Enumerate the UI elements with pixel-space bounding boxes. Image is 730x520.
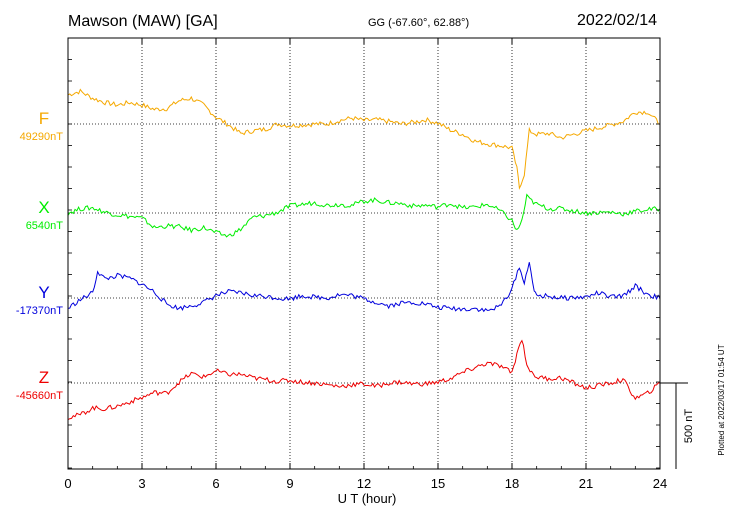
series-name-z: Z <box>39 368 49 387</box>
x-tick-label: 3 <box>138 476 145 491</box>
x-tick-label: 21 <box>579 476 593 491</box>
x-tick-label: 9 <box>286 476 293 491</box>
scale-bar-label: 500 nT <box>683 409 695 444</box>
series-line-z <box>67 339 660 421</box>
series-baseline-y: -17370nT <box>16 305 63 317</box>
grid-lines <box>68 38 660 469</box>
x-tick-label: 24 <box>653 476 667 491</box>
x-tick-label: 6 <box>212 476 219 491</box>
x-tick-label: 15 <box>431 476 445 491</box>
station-title: Mawson (MAW) [GA] <box>68 13 218 30</box>
x-tick-label: 0 <box>64 476 71 491</box>
chart-date: 2022/02/14 <box>577 12 658 29</box>
x-tick-label: 12 <box>357 476 371 491</box>
series-baseline-z: -45660nT <box>16 390 63 402</box>
scale-bar: 500 nT <box>660 382 695 469</box>
station-coordinates: GG (-67.60°, 62.88°) <box>368 17 470 29</box>
series-line-f <box>67 88 661 190</box>
x-axis-label: U T (hour) <box>338 491 397 506</box>
series-lines <box>67 88 661 421</box>
series-labels: F 49290nT X 6540nT Y -17370nT Z -45660nT <box>16 109 63 402</box>
series-baseline-f: 49290nT <box>20 131 64 143</box>
series-baseline-x: 6540nT <box>26 220 64 232</box>
x-axis-ticks: 0 3 6 9 12 15 18 21 24 <box>64 37 667 491</box>
series-name-x: X <box>38 198 49 217</box>
series-line-y <box>67 262 661 313</box>
series-name-f: F <box>39 109 49 128</box>
series-name-y: Y <box>38 283 49 302</box>
x-tick-label: 18 <box>505 476 519 491</box>
plotted-note: Plotted at 2022/03/17 01:54 UT <box>717 344 726 455</box>
series-line-x <box>67 193 661 238</box>
